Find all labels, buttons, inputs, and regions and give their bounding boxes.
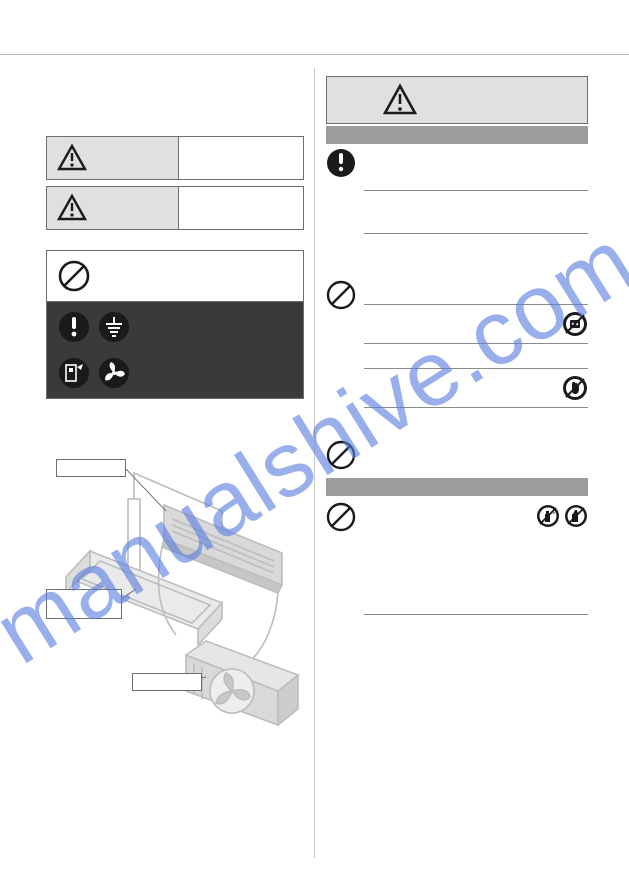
warning-text-cell	[179, 137, 303, 179]
left-column	[46, 90, 304, 729]
prohibit-icon	[326, 502, 356, 532]
prohibit-icon	[57, 259, 91, 293]
mandatory-section	[326, 148, 588, 270]
divider	[364, 304, 588, 305]
breaker-circle-icon	[57, 356, 91, 390]
caution-header	[326, 76, 588, 124]
divider	[364, 368, 588, 369]
exclaim-circle-icon	[326, 148, 356, 178]
warning-triangle-icon	[383, 83, 417, 117]
no-spray-icon	[536, 504, 560, 528]
right-column	[326, 76, 588, 655]
diagram-callout	[56, 459, 126, 477]
divider	[364, 407, 588, 408]
divider	[364, 233, 588, 234]
system-diagram	[46, 459, 304, 729]
exclaim-circle-icon	[57, 310, 91, 344]
no-touch-icon	[562, 375, 588, 401]
divider	[364, 190, 588, 191]
divider	[364, 614, 588, 615]
column-divider	[314, 68, 315, 858]
caution-row	[46, 186, 304, 230]
warning-triangle-icon	[57, 193, 87, 223]
diagram-callout	[132, 673, 202, 691]
section-bar	[326, 126, 588, 144]
no-spray-icon	[564, 504, 588, 528]
caution-text-cell	[179, 187, 303, 229]
prohibit-section	[326, 440, 588, 470]
mandatory-text-block	[364, 148, 588, 270]
diagram-callout	[46, 589, 122, 619]
ground-circle-icon	[97, 310, 131, 344]
prohibit-icon	[326, 440, 356, 470]
divider	[364, 343, 588, 344]
prohibit-icon	[326, 280, 356, 310]
prohibit-section	[326, 502, 588, 655]
no-disassemble-icon	[562, 311, 588, 337]
mandatory-legend-box	[46, 302, 304, 399]
warning-row	[46, 136, 304, 180]
prohibit-text-block	[364, 280, 588, 434]
prohibit-legend-box	[46, 250, 304, 302]
caution-symbol-cell	[47, 187, 179, 229]
prohibit-section	[326, 280, 588, 434]
top-rule	[0, 54, 629, 55]
warning-symbol-cell	[47, 137, 179, 179]
warning-triangle-icon	[57, 143, 87, 173]
prohibit-text-block	[364, 440, 588, 468]
fan-circle-icon	[97, 356, 131, 390]
manual-page: manualshive.com	[0, 0, 629, 893]
section-bar	[326, 478, 588, 496]
prohibit-text-block	[364, 502, 588, 655]
